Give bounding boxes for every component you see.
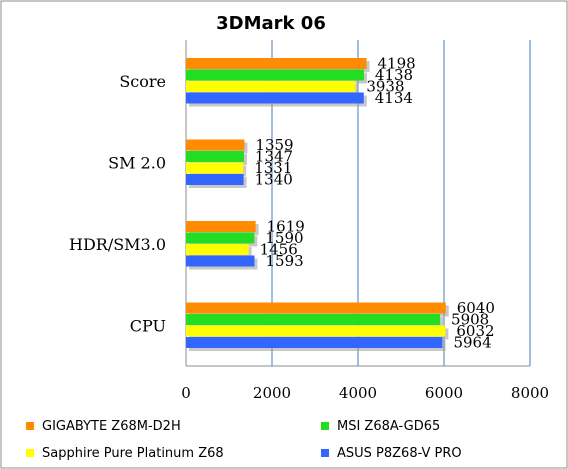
x-tick-label-6000: 6000 (425, 384, 463, 402)
data-label: 1359 (255, 136, 293, 154)
data-label: 6032 (456, 322, 494, 340)
bar (186, 58, 367, 69)
legend-item-4: ASUS P8Z68-V PRO (321, 444, 462, 462)
legend-label-3: Sapphire Pure Platinum Z68 (42, 445, 224, 461)
x-tick-label-8000: 8000 (511, 384, 549, 402)
data-label: 1619 (267, 218, 305, 236)
bar (186, 232, 255, 244)
bar (186, 81, 356, 92)
category-label: HDR/SM3.0 (69, 235, 166, 254)
data-label: 1347 (255, 148, 293, 166)
bar (186, 151, 244, 162)
data-label: 4138 (375, 66, 413, 84)
legend-swatch-4 (321, 449, 329, 457)
data-label: 5908 (451, 311, 489, 329)
category-label: Score (119, 72, 166, 91)
legend-label-1: GIGABYTE Z68M-D2H (42, 418, 181, 434)
bar (186, 92, 364, 104)
chart-title: 3DMark 06 (216, 13, 326, 34)
data-label: 1331 (254, 159, 292, 177)
bar (186, 244, 249, 255)
bar (186, 325, 446, 337)
data-label: 1593 (265, 252, 303, 270)
data-label: 1340 (255, 171, 293, 189)
bar (186, 221, 256, 232)
x-tick-label-4000: 4000 (339, 384, 377, 402)
bar (186, 337, 443, 348)
legend-item-2: MSI Z68A-GD65 (321, 417, 440, 435)
bar (186, 162, 244, 174)
bar (186, 139, 245, 151)
legend-swatch-2 (321, 422, 329, 430)
legend-item-1: GIGABYTE Z68M-D2H (26, 417, 181, 435)
bar (186, 302, 446, 314)
data-label: 4134 (375, 89, 413, 107)
data-label: 1456 (260, 241, 298, 259)
x-tick-label-2000: 2000 (253, 384, 291, 402)
data-label: 4198 (378, 55, 416, 73)
bar (186, 314, 441, 325)
legend-label-2: MSI Z68A-GD65 (337, 418, 441, 434)
legend-label-4: ASUS P8Z68-V PRO (337, 445, 462, 461)
data-label: 1590 (265, 229, 303, 247)
bar (186, 255, 255, 267)
legend-item-3: Sapphire Pure Platinum Z68 (26, 444, 224, 462)
bar (186, 174, 244, 185)
data-label: 3938 (366, 78, 404, 96)
bar (186, 69, 364, 81)
data-label: 5964 (453, 334, 491, 352)
legend: GIGABYTE Z68M-D2H MSI Z68A-GD65 Sapphire… (12, 412, 560, 462)
category-label: SM 2.0 (108, 153, 166, 172)
legend-swatch-3 (26, 449, 34, 457)
category-label: CPU (130, 316, 166, 335)
data-label: 6040 (457, 299, 495, 317)
x-tick-label-0: 0 (181, 384, 191, 402)
legend-swatch-1 (26, 422, 34, 430)
